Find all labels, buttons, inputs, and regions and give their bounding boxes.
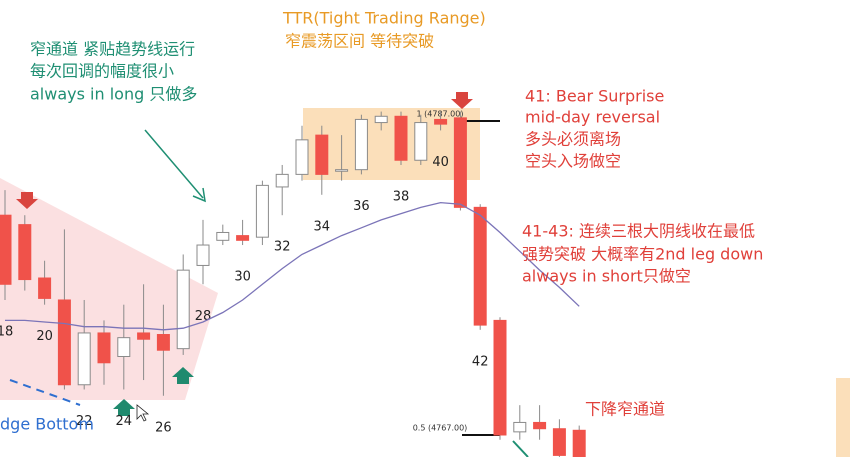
candle-body — [38, 277, 52, 299]
bar-number: 36 — [353, 199, 370, 214]
trend-line — [512, 440, 529, 457]
annotation: always in short只做空 — [522, 267, 691, 286]
bar-number: 24 — [116, 414, 133, 429]
annotation: TTR(Tight Trading Range) — [282, 9, 486, 28]
candle-body — [572, 429, 586, 457]
bar-number: 42 — [472, 354, 489, 369]
bar-number: 22 — [76, 414, 93, 429]
candle-body — [0, 214, 12, 285]
level-label: 1 (4787.00) — [417, 110, 464, 119]
candle-body — [533, 421, 547, 430]
candle-body — [315, 134, 329, 175]
annotation: 空头入场做空 — [525, 152, 621, 171]
candle-body — [394, 115, 408, 161]
annotation: mid-day reversal — [525, 108, 660, 127]
candle-body — [156, 334, 170, 351]
up-arrow — [113, 399, 135, 416]
candle-body — [97, 332, 111, 364]
candle-body — [18, 224, 32, 281]
candle-body — [196, 244, 210, 266]
candle-body — [216, 231, 230, 241]
bar-number: 26 — [155, 420, 172, 435]
candle-body — [513, 421, 527, 433]
candle-body — [176, 269, 190, 350]
wedge-line — [9, 379, 81, 406]
candle-body — [77, 332, 91, 386]
candle-body — [374, 115, 388, 124]
annotation: 窄震荡区间 等待突破 — [285, 32, 434, 51]
down-arrow — [451, 92, 473, 109]
annotation: always in long 只做多 — [30, 85, 197, 104]
bar-number: 38 — [393, 189, 410, 204]
pointer-arrow — [144, 129, 206, 203]
ema-line — [5, 201, 580, 331]
annotation: 窄通道 紧贴趋势线运行 — [30, 40, 195, 59]
annotation: 多头必须离场 — [525, 130, 621, 149]
candle-body — [453, 117, 467, 208]
annotation: 41-43: 连续三根大阴线收在最低 — [522, 222, 755, 241]
candle-body — [414, 122, 428, 161]
annotation: dge Bottom — [0, 415, 94, 434]
candle-body — [255, 184, 269, 238]
candle-body — [354, 118, 368, 171]
cursor — [136, 404, 150, 422]
bar-number: 18 — [0, 324, 13, 339]
candle-body — [335, 169, 349, 172]
candle-body — [57, 299, 71, 386]
candle-body — [137, 332, 151, 340]
bar-number: 32 — [274, 240, 291, 255]
annotation: 强势突破 大概率有2nd leg down — [522, 245, 763, 264]
ttr-zone — [303, 108, 480, 180]
candle-body — [295, 139, 309, 175]
annotation: 下降窄通道 — [585, 400, 665, 419]
annotation: 41: Bear Surprise — [525, 87, 664, 106]
bar-number: 20 — [36, 329, 53, 344]
bar-number: 30 — [234, 270, 251, 285]
candle-body — [236, 235, 250, 241]
candle-body — [473, 206, 487, 326]
candle-body — [117, 337, 131, 358]
bar-number: 40 — [432, 155, 449, 170]
bar-number: 34 — [314, 219, 331, 234]
zone-edge — [836, 378, 850, 457]
down-arrow — [16, 192, 38, 209]
candle-body — [275, 173, 289, 188]
candle-body — [552, 428, 566, 456]
candle-body — [434, 118, 448, 125]
level-label: 0.5 (4767.00) — [413, 424, 468, 433]
candle-body — [493, 319, 507, 436]
annotation: 每次回调的幅度很小 — [30, 62, 174, 81]
up-arrow — [172, 367, 194, 384]
